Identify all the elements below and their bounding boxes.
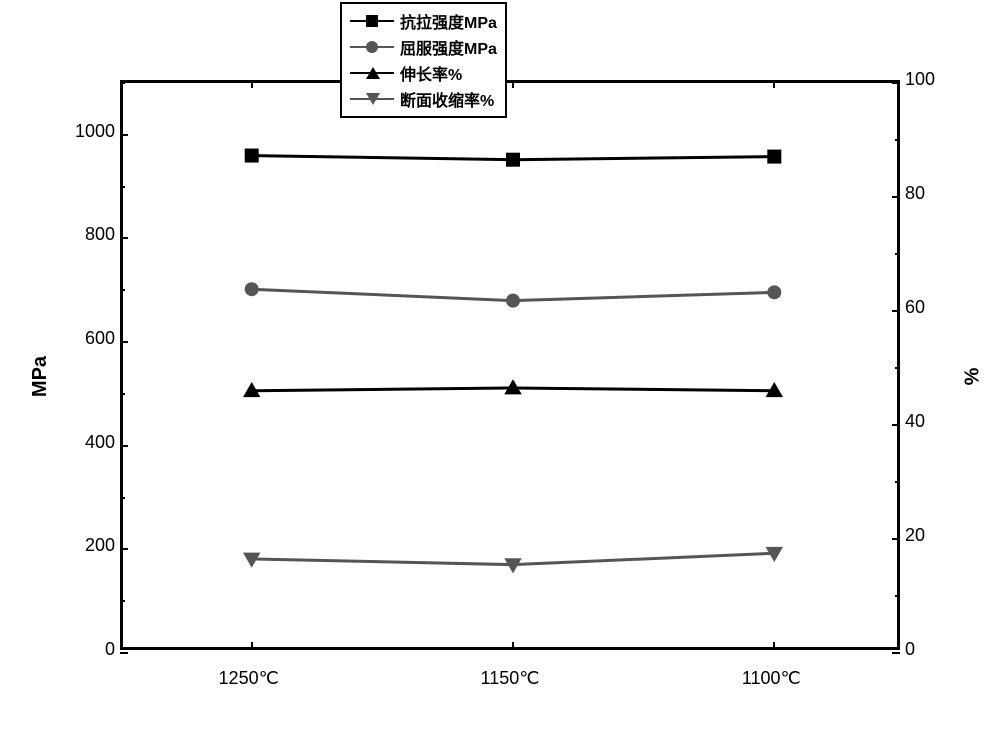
legend-label: 屈服强度MPa	[400, 35, 497, 59]
circle-icon	[366, 41, 378, 53]
y-left-tick-label: 600	[65, 328, 115, 349]
square-icon	[366, 15, 378, 27]
y-left-tick-label: 200	[65, 535, 115, 556]
chart-container: 抗拉强度MPa 屈服强度MPa 伸长率% 断面收缩率% MPa %	[0, 0, 1000, 744]
legend-label: 伸长率%	[400, 61, 462, 85]
data-marker	[767, 150, 781, 164]
x-tick-label: 1250℃	[199, 668, 299, 689]
legend-item: 抗拉强度MPa	[350, 8, 497, 34]
y-right-tick-label: 0	[905, 639, 940, 660]
data-marker	[245, 282, 259, 296]
legend-item: 断面收缩率%	[350, 86, 497, 112]
y-left-tick-label: 1000	[65, 121, 115, 142]
y-right-tick-label: 20	[905, 525, 940, 546]
legend-label: 断面收缩率%	[400, 87, 494, 111]
data-marker	[506, 153, 520, 167]
triangle-up-icon	[366, 67, 380, 79]
legend: 抗拉强度MPa 屈服强度MPa 伸长率% 断面收缩率%	[340, 2, 507, 118]
y-right-tick-label: 60	[905, 297, 940, 318]
chart-svg	[123, 83, 897, 647]
y-right-tick-label: 80	[905, 183, 940, 204]
legend-item: 伸长率%	[350, 60, 497, 86]
y-right-axis-label: %	[962, 368, 985, 386]
x-tick-label: 1100℃	[721, 668, 821, 689]
x-tick-label: 1150℃	[460, 668, 560, 689]
legend-item: 屈服强度MPa	[350, 34, 497, 60]
y-left-tick-label: 0	[65, 639, 115, 660]
y-left-tick-label: 800	[65, 224, 115, 245]
data-marker	[767, 285, 781, 299]
triangle-down-icon	[366, 93, 380, 105]
y-left-axis-label: MPa	[29, 356, 52, 397]
y-right-tick-label: 40	[905, 411, 940, 432]
plot-area	[120, 80, 900, 650]
data-marker	[506, 294, 520, 308]
legend-label: 抗拉强度MPa	[400, 9, 497, 33]
data-marker	[245, 149, 259, 163]
y-left-tick-label: 400	[65, 432, 115, 453]
y-right-tick-label: 100	[905, 69, 940, 90]
